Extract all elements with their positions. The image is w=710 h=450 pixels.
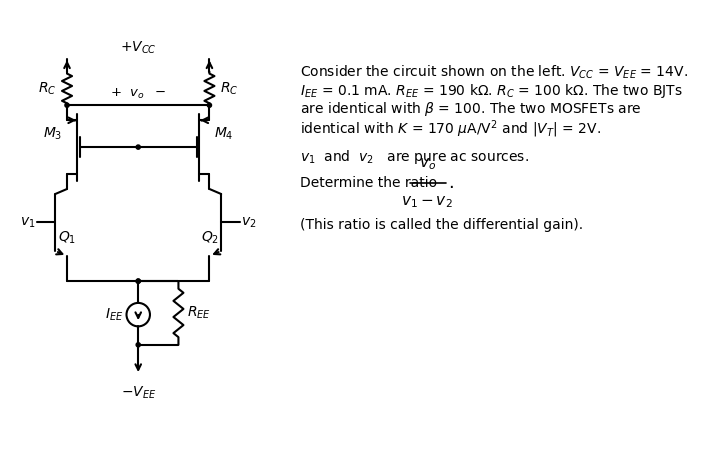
- Circle shape: [136, 145, 141, 149]
- Text: are identical with $\beta$ = 100. The two MOSFETs are: are identical with $\beta$ = 100. The tw…: [300, 100, 642, 118]
- Text: $Q_2$: $Q_2$: [200, 229, 219, 246]
- Text: $v_2$: $v_2$: [241, 215, 257, 230]
- Text: $I_{EE}$: $I_{EE}$: [105, 306, 123, 323]
- Text: $-V_{EE}$: $-V_{EE}$: [121, 385, 156, 401]
- Text: $R_C$: $R_C$: [38, 80, 56, 97]
- Circle shape: [65, 103, 69, 107]
- Text: $v_1$: $v_1$: [20, 215, 36, 230]
- Text: Consider the circuit shown on the left. $V_{CC}$ = $V_{EE}$ = 14V.: Consider the circuit shown on the left. …: [300, 63, 688, 81]
- Circle shape: [136, 343, 141, 347]
- Text: Determine the ratio: Determine the ratio: [300, 176, 437, 190]
- Text: $v_1$  and  $v_2$   are pure ac sources.: $v_1$ and $v_2$ are pure ac sources.: [300, 148, 529, 166]
- Text: identical with $K$ = 170 $\mu$A/V$^2$ and $|V_T|$ = 2V.: identical with $K$ = 170 $\mu$A/V$^2$ an…: [300, 119, 601, 140]
- Text: $R_{EE}$: $R_{EE}$: [187, 305, 211, 321]
- Circle shape: [136, 279, 141, 283]
- Text: $v_1 - v_2$: $v_1 - v_2$: [401, 194, 453, 210]
- Text: (This ratio is called the differential gain).: (This ratio is called the differential g…: [300, 218, 583, 232]
- Circle shape: [136, 279, 141, 283]
- Text: $v_o$: $v_o$: [419, 157, 436, 172]
- Text: $Q_1$: $Q_1$: [58, 229, 76, 246]
- Text: $+V_{CC}$: $+V_{CC}$: [120, 40, 157, 56]
- Text: $I_{EE}$ = 0.1 mA. $R_{EE}$ = 190 k$\Omega$. $R_C$ = 100 k$\Omega$. The two BJTs: $I_{EE}$ = 0.1 mA. $R_{EE}$ = 190 k$\Ome…: [300, 82, 682, 100]
- Text: $M_4$: $M_4$: [214, 126, 233, 142]
- Text: $M_3$: $M_3$: [43, 126, 62, 142]
- Text: $+\ \ v_o\ \ -$: $+\ \ v_o\ \ -$: [110, 87, 166, 101]
- Circle shape: [207, 103, 212, 107]
- Text: $R_C$: $R_C$: [220, 80, 239, 97]
- Text: .: .: [448, 174, 454, 192]
